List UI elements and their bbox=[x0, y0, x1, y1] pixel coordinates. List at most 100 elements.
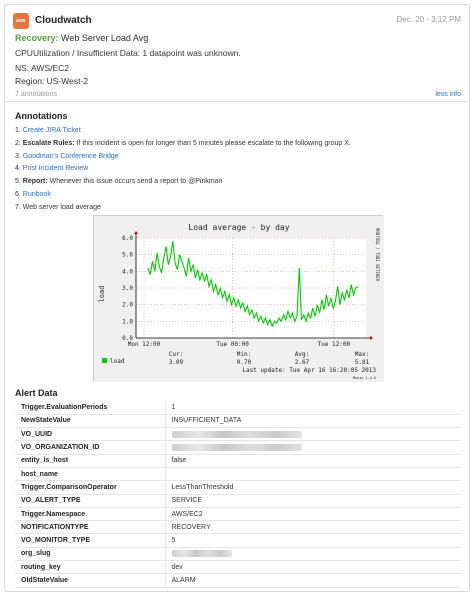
alert-data-table: Trigger.EvaluationPeriods 1 NewStateValue I… bbox=[15, 401, 461, 588]
alert-value: dev bbox=[164, 560, 461, 575]
alert-key: NewStateValue bbox=[15, 414, 165, 429]
legend-swatch bbox=[102, 358, 107, 363]
graph-ylabel: load bbox=[98, 286, 106, 303]
annotation-link[interactable]: Post Incident Review bbox=[22, 165, 89, 173]
annotations-list: 1. Create JIRA Ticket 2. Escalate Rules: … bbox=[15, 125, 351, 215]
y-tick-label: 0.0 bbox=[122, 335, 133, 342]
legend-avg-value: 2.67 bbox=[295, 359, 310, 366]
table-row: VO_ALERT_TYPE SERVICE bbox=[15, 494, 461, 508]
alert-value: ALARM bbox=[164, 573, 461, 588]
alert-key: host_name bbox=[15, 467, 165, 482]
annotation-item: 2. Escalate Rules: If this incident is o… bbox=[15, 138, 351, 151]
y-tick-label: 2.0 bbox=[122, 302, 133, 309]
namespace-label: NS: AWS/EC2 bbox=[15, 63, 70, 73]
alert-key: org_slug bbox=[15, 547, 165, 562]
alert-key: routing_key bbox=[15, 560, 165, 575]
annotation-text: If this incident is open for longer than… bbox=[74, 139, 351, 147]
y-tick-label: 1.0 bbox=[122, 318, 133, 325]
legend-avg-label: Avg: bbox=[295, 351, 309, 358]
alert-key: VO_ALERT_TYPE bbox=[15, 494, 165, 508]
annotation-item: 7. Web server load average bbox=[15, 202, 351, 215]
alert-value: RECOVERY bbox=[164, 520, 461, 535]
last-update: Last update: Tue Apr 16 16:20:05 2013 bbox=[242, 367, 376, 374]
table-row: host_name bbox=[15, 467, 461, 482]
table-row: VO_MONITOR_TYPE 5 bbox=[15, 533, 461, 548]
alert-value: LessThanThreshold bbox=[164, 480, 461, 495]
legend-max-value: 5.81 bbox=[355, 359, 370, 366]
annotation-number: 2. bbox=[15, 139, 21, 147]
annotation-item[interactable]: 1. Create JIRA Ticket bbox=[15, 125, 351, 138]
munin-footer: Munin 1.4.5 bbox=[353, 376, 376, 380]
region-label: Region: US-West-2 bbox=[15, 76, 89, 86]
table-row: OldStateValue ALARM bbox=[15, 573, 461, 588]
alert-key: VO_MONITOR_TYPE bbox=[15, 533, 165, 548]
x-tick-label: Tue 12:00 bbox=[318, 341, 351, 348]
legend-series: load bbox=[110, 358, 125, 365]
alert-summary: CPUUtilization / Insufficient Data: 1 da… bbox=[15, 48, 241, 58]
annotation-text: Web server load average bbox=[22, 203, 101, 211]
alert-card: aws Cloudwatch Dec. 20 - 3:12 PM Recover… bbox=[4, 4, 470, 592]
alert-value bbox=[164, 440, 461, 455]
table-row: VO_UUID bbox=[15, 427, 461, 442]
annotation-link[interactable]: Goodman's Conference Bridge bbox=[22, 152, 119, 160]
annotation-number: 7. bbox=[15, 203, 21, 211]
alert-value: AWS/EC2 bbox=[164, 507, 461, 522]
table-row: Trigger.Namespace AWS/EC2 bbox=[15, 507, 461, 522]
annotation-item[interactable]: 3. Goodman's Conference Bridge bbox=[15, 151, 351, 164]
legend-cur-label: Cur: bbox=[169, 351, 183, 358]
status-badge: Recovery: bbox=[15, 33, 59, 43]
annotation-link[interactable]: Runbook bbox=[22, 190, 51, 198]
annotation-number: 1. bbox=[15, 127, 21, 134]
graph-title: Load average - by day bbox=[188, 223, 289, 232]
table-row: entity_is_host false bbox=[15, 454, 461, 468]
legend-min-value: 0.70 bbox=[237, 359, 252, 366]
annotation-number: 4. bbox=[15, 165, 21, 173]
alert-key: entity_is_host bbox=[15, 454, 165, 468]
alert-data-heading: Alert Data bbox=[15, 388, 58, 398]
alert-value bbox=[164, 467, 461, 482]
load-graph-svg: Load average - by day RRDTOOL / TOBI OET… bbox=[94, 216, 384, 382]
alert-key: VO_ORGANIZATION_ID bbox=[15, 440, 165, 455]
table-row: NewStateValue INSUFFICIENT_DATA bbox=[15, 414, 461, 429]
alert-key: NOTIFICATIONTYPE bbox=[15, 520, 165, 535]
x-tick-label: Tue 00:00 bbox=[216, 341, 249, 348]
y-tick-label: 4.0 bbox=[122, 268, 133, 275]
table-row: org_slug bbox=[15, 547, 461, 562]
table-row: routing_key dev bbox=[15, 560, 461, 575]
alert-value bbox=[164, 547, 461, 562]
annotation-label: Report: bbox=[22, 178, 48, 186]
alert-key: Trigger.ComparisonOperator bbox=[15, 480, 165, 495]
annotation-item: 5. Report: Whenever this issue occurs se… bbox=[15, 176, 351, 189]
annotation-item[interactable]: 4. Post Incident Review bbox=[15, 163, 351, 176]
x-tick-label: Mon 12:00 bbox=[128, 341, 161, 348]
redacted-value bbox=[171, 443, 302, 451]
load-series-line bbox=[147, 241, 359, 328]
y-axis-arrow bbox=[134, 231, 138, 234]
alert-key: Trigger.Namespace bbox=[15, 507, 165, 522]
alert-value: SERVICE bbox=[164, 494, 461, 508]
alert-value: 5 bbox=[164, 533, 461, 548]
annotation-link[interactable]: Create JIRA Ticket bbox=[22, 127, 81, 134]
annotations-heading: Annotations bbox=[15, 111, 68, 121]
redacted-value bbox=[171, 430, 302, 438]
annotation-item[interactable]: 6. Runbook bbox=[15, 189, 351, 202]
table-row: VO_ORGANIZATION_ID bbox=[15, 440, 461, 455]
load-average-graph: Load average - by day RRDTOOL / TOBI OET… bbox=[93, 215, 384, 382]
alert-key: Trigger.EvaluationPeriods bbox=[15, 401, 165, 415]
annotation-number: 3. bbox=[15, 152, 21, 160]
alert-value: INSUFFICIENT_DATA bbox=[164, 414, 461, 429]
alert-header: aws Cloudwatch Dec. 20 - 3:12 PM Recover… bbox=[5, 5, 469, 102]
alert-value: false bbox=[164, 454, 461, 468]
annotation-text: Whenever this issue occurs send a report… bbox=[47, 178, 223, 186]
less-info-link[interactable]: less info bbox=[435, 91, 461, 98]
x-axis-arrow bbox=[370, 336, 373, 340]
timestamp: Dec. 20 - 3:12 PM bbox=[396, 15, 461, 24]
alert-title-line: Recovery: Web Server Load Avg bbox=[15, 33, 148, 43]
legend-min-label: Min: bbox=[237, 351, 251, 358]
rrdtool-credit: RRDTOOL / TOBI OETIKER bbox=[375, 228, 380, 282]
alert-name: Web Server Load Avg bbox=[61, 33, 149, 43]
redacted-value bbox=[171, 550, 232, 558]
y-tick-label: 5.0 bbox=[122, 252, 133, 259]
annotation-number: 5. bbox=[15, 178, 21, 186]
alert-value: 1 bbox=[164, 401, 461, 415]
